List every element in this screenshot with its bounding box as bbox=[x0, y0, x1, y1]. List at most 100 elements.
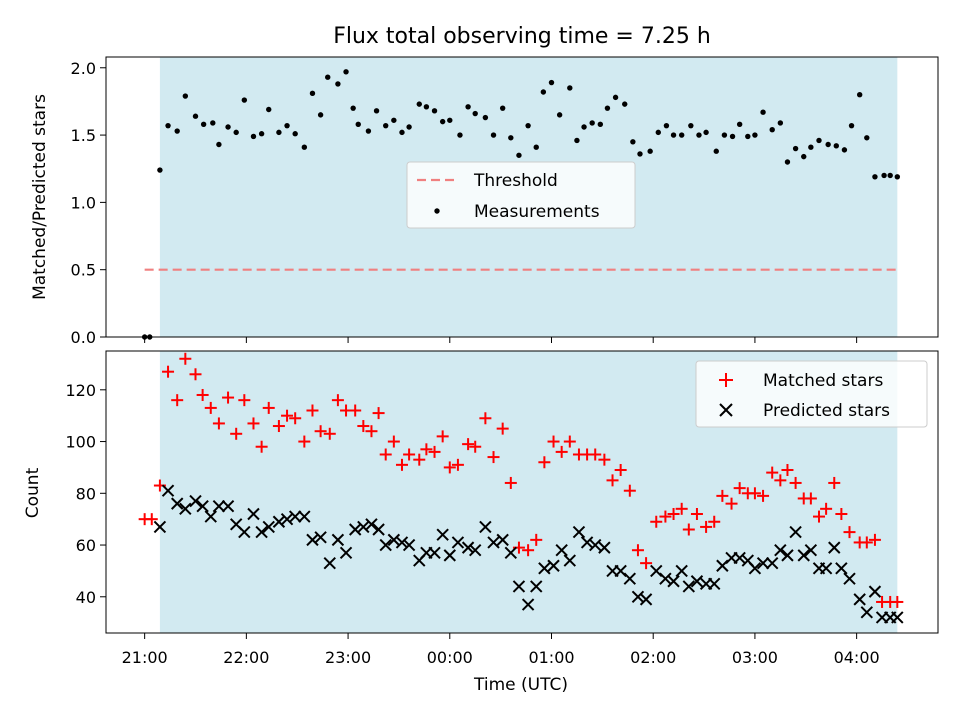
measurement-point bbox=[525, 122, 531, 129]
matched-star-point bbox=[189, 368, 202, 381]
predicted-star-point bbox=[804, 544, 818, 557]
predicted-star-point bbox=[314, 531, 327, 544]
measurement-point bbox=[276, 129, 282, 136]
matched-star-point bbox=[614, 464, 627, 477]
matched-star-point bbox=[496, 422, 509, 435]
measurement-point bbox=[174, 128, 180, 134]
predicted-star-point bbox=[819, 562, 833, 575]
predicted-star-point bbox=[580, 536, 594, 549]
measurement-point bbox=[864, 135, 870, 141]
measurement-point bbox=[241, 97, 248, 103]
matched-star-point bbox=[631, 544, 644, 557]
measurement-point bbox=[383, 122, 389, 129]
matched-star-point bbox=[413, 453, 426, 466]
matched-star-point bbox=[323, 427, 336, 440]
predicted-star-point bbox=[402, 538, 416, 552]
predicted-star-point bbox=[756, 556, 770, 570]
matched-star-point bbox=[640, 557, 653, 570]
measurement-point bbox=[200, 121, 207, 128]
measurement-points bbox=[141, 69, 901, 340]
measurement-point bbox=[540, 89, 547, 95]
measurement-point bbox=[157, 167, 163, 173]
matched-star-point bbox=[436, 430, 449, 443]
matched-star-point bbox=[891, 595, 904, 608]
matched-star-point bbox=[598, 453, 611, 466]
predicted-star-point bbox=[189, 494, 202, 508]
legend-matched-swatch bbox=[719, 373, 733, 387]
measurement-point bbox=[760, 109, 766, 115]
measurement-point bbox=[317, 112, 324, 118]
predicted-star-point bbox=[521, 598, 535, 611]
measurement-point bbox=[266, 106, 272, 113]
predicted-star-point bbox=[298, 510, 311, 523]
ratio-panel: 0.00.51.01.52.0 Matched/Predicted stars … bbox=[30, 56, 939, 347]
x-tick-label: 03:00 bbox=[732, 648, 778, 667]
predicted-star-point bbox=[272, 515, 286, 528]
predicted-star-point bbox=[204, 510, 217, 523]
measurement-point bbox=[872, 174, 878, 180]
predicted-star-point bbox=[639, 593, 653, 606]
measurement-point bbox=[482, 114, 489, 121]
measurement-point bbox=[663, 122, 670, 129]
predicted-star-point bbox=[781, 549, 794, 562]
matched-star-point bbox=[262, 401, 275, 414]
matched-star-point bbox=[538, 456, 551, 469]
legend-threshold-label: Threshold bbox=[473, 171, 558, 191]
matched-star-point bbox=[563, 435, 576, 448]
matched-star-point bbox=[804, 492, 817, 505]
matched-star-point bbox=[828, 476, 841, 489]
predicted-star-point bbox=[547, 559, 560, 572]
matched-star-point bbox=[145, 513, 158, 526]
matched-star-point bbox=[289, 412, 302, 425]
predicted-star-point bbox=[387, 533, 401, 547]
bottom-y-tick-label: 80 bbox=[76, 484, 96, 503]
measurement-point bbox=[848, 122, 855, 129]
measurement-point bbox=[516, 152, 522, 158]
measurement-point bbox=[508, 135, 514, 141]
predicted-star-point bbox=[443, 549, 456, 562]
measurement-point bbox=[808, 144, 814, 150]
matched-star-point bbox=[530, 533, 543, 546]
matched-star-point bbox=[247, 417, 260, 430]
measurement-point bbox=[490, 132, 497, 138]
measurement-point bbox=[581, 124, 587, 130]
predicted-star-point bbox=[733, 551, 746, 565]
bottom-y-axis-ticks: 40 60 80 100 120 bbox=[65, 381, 106, 607]
predicted-star-point bbox=[555, 544, 568, 557]
predicted-star-point bbox=[451, 536, 465, 549]
predicted-star-point bbox=[436, 528, 449, 541]
measurement-point bbox=[696, 132, 702, 138]
matched-star-point bbox=[212, 417, 225, 430]
matched-star-point bbox=[179, 352, 192, 365]
measurement-point bbox=[335, 81, 341, 87]
matched-star-point bbox=[860, 536, 873, 549]
matched-star-point bbox=[748, 487, 761, 500]
predicted-star-point bbox=[843, 572, 856, 585]
matched-star-point bbox=[589, 448, 602, 461]
predicted-star-point bbox=[766, 556, 779, 570]
measurement-point bbox=[678, 132, 685, 138]
measurement-point bbox=[630, 139, 636, 145]
top-y-tick-label: 0.0 bbox=[71, 328, 96, 347]
measurement-point bbox=[533, 144, 539, 150]
predicted-star-point bbox=[538, 562, 551, 575]
predicted-star-point bbox=[372, 523, 385, 536]
predicted-star-point bbox=[631, 590, 645, 603]
matched-star-point bbox=[230, 427, 243, 440]
matched-star-point bbox=[682, 523, 695, 536]
measurement-point bbox=[182, 93, 189, 99]
matched-star-point bbox=[387, 435, 400, 448]
predicted-star-point bbox=[365, 518, 378, 531]
matched-star-point bbox=[420, 443, 433, 456]
matched-star-point bbox=[314, 425, 327, 438]
measurement-point bbox=[165, 122, 171, 129]
predicted-star-point bbox=[395, 536, 409, 549]
predicted-star-point bbox=[708, 577, 721, 591]
predicted-star-point bbox=[868, 585, 882, 598]
matched-star-point bbox=[623, 484, 636, 497]
matched-star-point bbox=[403, 448, 416, 461]
matched-star-point bbox=[781, 464, 794, 477]
matched-star-point bbox=[428, 445, 441, 458]
matched-star-point bbox=[331, 394, 344, 407]
matched-star-point bbox=[479, 412, 492, 425]
